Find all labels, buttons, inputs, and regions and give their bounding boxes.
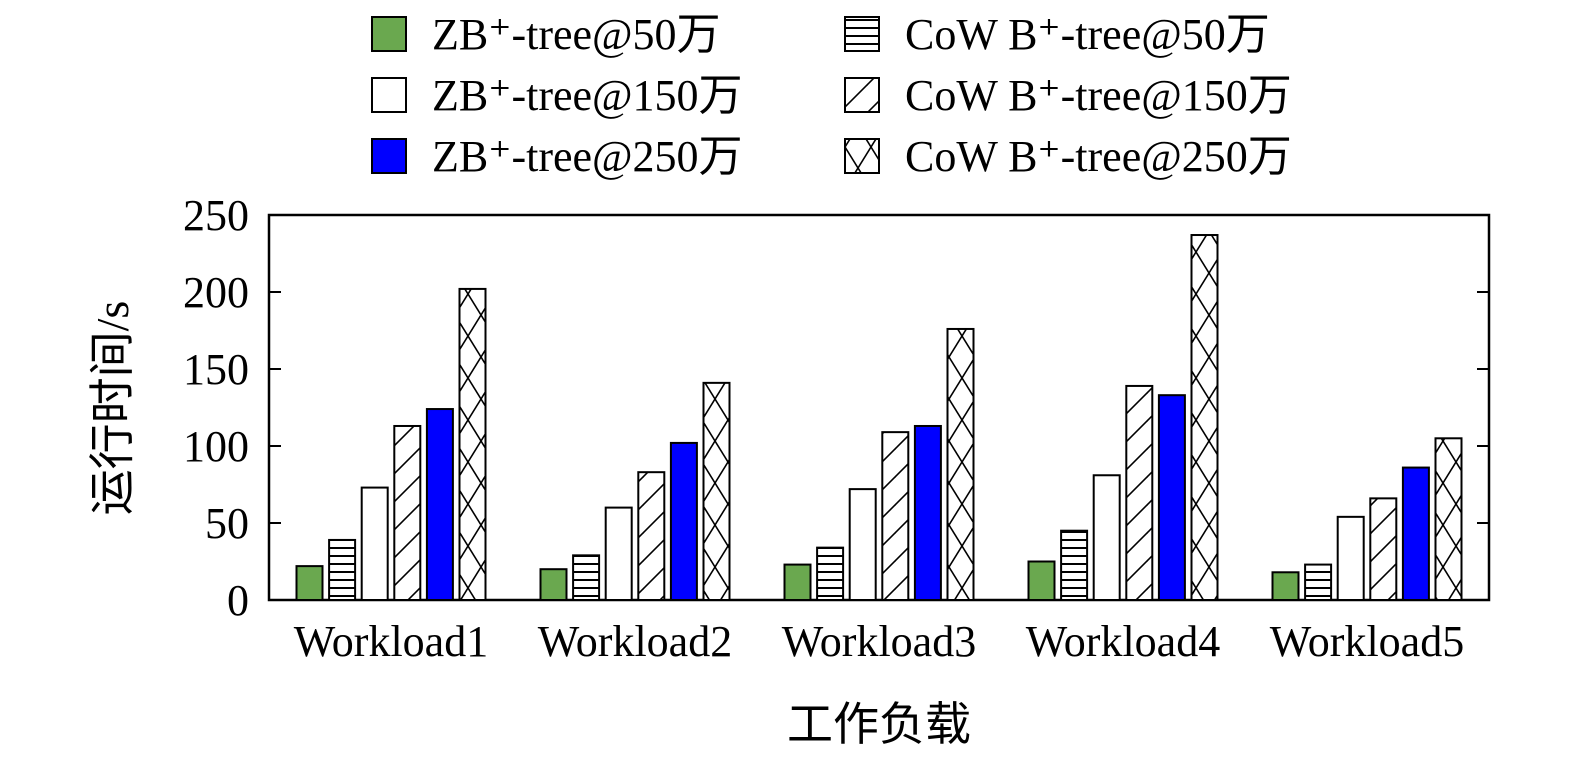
bar bbox=[1369, 497, 1398, 601]
bar bbox=[1125, 384, 1154, 601]
y-tick-label: 100 bbox=[183, 422, 249, 471]
y-tick-label: 50 bbox=[205, 499, 249, 548]
legend-swatch bbox=[371, 138, 407, 174]
bar bbox=[946, 327, 975, 601]
bar bbox=[1092, 474, 1121, 602]
y-tick-label: 250 bbox=[183, 191, 249, 240]
bar bbox=[393, 424, 422, 602]
x-tick-label: Workload1 bbox=[294, 617, 488, 666]
bar bbox=[848, 488, 877, 601]
legend-swatch bbox=[371, 16, 407, 52]
bar bbox=[702, 381, 731, 601]
bar bbox=[783, 563, 812, 602]
bar bbox=[1060, 529, 1089, 602]
y-tick-label: 200 bbox=[183, 268, 249, 317]
legend-label: CoW B⁺-tree@50万 bbox=[905, 10, 1270, 59]
x-tick-label: Workload3 bbox=[782, 617, 976, 666]
bars-group bbox=[295, 234, 1463, 602]
bar bbox=[816, 546, 845, 602]
bar bbox=[913, 424, 942, 602]
bar bbox=[1157, 394, 1186, 601]
x-tick-label: Workload4 bbox=[1026, 617, 1220, 666]
legend-swatch bbox=[371, 77, 407, 113]
bar bbox=[425, 408, 454, 602]
legend-label: ZB⁺-tree@50万 bbox=[432, 10, 721, 59]
x-axis-title: 工作负载 bbox=[787, 699, 971, 750]
bar bbox=[458, 287, 487, 601]
bar bbox=[1304, 563, 1333, 602]
legend-swatch bbox=[844, 138, 880, 174]
y-tick-label: 0 bbox=[227, 576, 249, 625]
bar bbox=[604, 506, 633, 602]
legend-swatch bbox=[844, 16, 880, 52]
y-axis-title: 运行时间/s bbox=[87, 301, 138, 516]
bar bbox=[1190, 234, 1219, 602]
bar bbox=[1401, 466, 1430, 601]
y-axis: 0 50 100 150 200 250 bbox=[183, 191, 1489, 625]
bar bbox=[572, 554, 601, 602]
x-tick-label: Workload5 bbox=[1270, 617, 1464, 666]
y-tick-label: 150 bbox=[183, 345, 249, 394]
chart-legend: ZB⁺-tree@50万 ZB⁺-tree@150万 ZB⁺-tree@250万 Co… bbox=[371, 10, 1292, 181]
legend-label: ZB⁺-tree@250万 bbox=[432, 132, 743, 181]
bar bbox=[539, 568, 568, 602]
bar bbox=[881, 431, 910, 602]
x-tick-label: Workload2 bbox=[538, 617, 732, 666]
bar bbox=[1336, 515, 1365, 602]
bar bbox=[669, 441, 698, 602]
bar bbox=[637, 471, 666, 601]
plot-area bbox=[267, 213, 1491, 602]
legend-label: CoW B⁺-tree@250万 bbox=[905, 132, 1292, 181]
bar bbox=[328, 538, 357, 602]
bar bbox=[1434, 437, 1463, 601]
bar bbox=[295, 565, 324, 601]
bar bbox=[1271, 571, 1300, 602]
legend-label: CoW B⁺-tree@150万 bbox=[905, 71, 1292, 120]
legend-swatch bbox=[844, 77, 880, 113]
x-axis: Workload1 Workload2 Workload3 Workload4 Work… bbox=[294, 617, 1464, 666]
bar bbox=[1027, 560, 1056, 601]
bar bbox=[360, 486, 389, 601]
legend-label: ZB⁺-tree@150万 bbox=[432, 71, 743, 120]
